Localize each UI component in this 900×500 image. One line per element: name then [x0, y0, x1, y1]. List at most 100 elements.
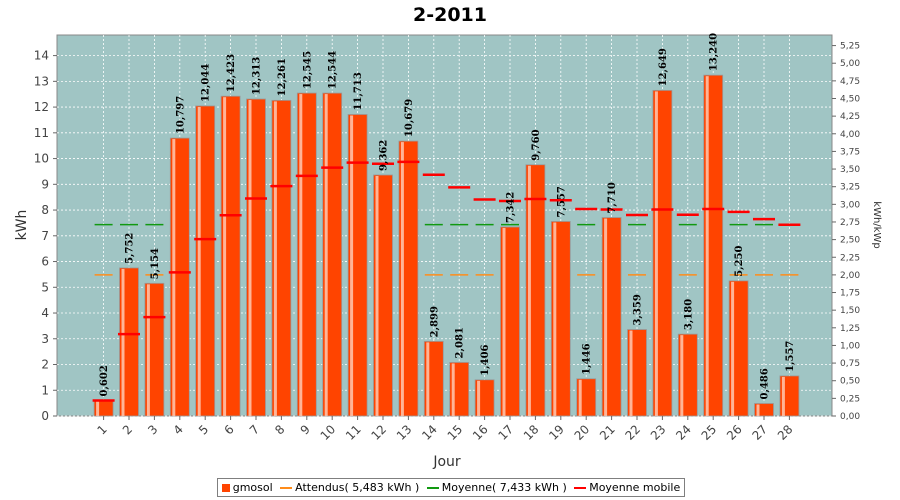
x-tick-label: 13: [394, 422, 415, 443]
y-tick-label: 1: [41, 383, 49, 397]
y-tick-label: 10: [34, 152, 49, 166]
x-tick-label: 27: [749, 422, 770, 443]
y2-axis-ticks: 0,00 0,25 0,50 0,75 1,00 1,25 1,50 1,75 2,00 2,25…: [832, 42, 860, 422]
y2-tick-label: 0,00: [840, 412, 860, 422]
legend-swatch-line: [426, 486, 439, 489]
legend-swatch-bar: [221, 483, 230, 492]
y2-axis-label: kWh/kWp: [871, 201, 882, 248]
data-label: 12,544: [328, 51, 339, 89]
y-tick-label: 11: [34, 126, 49, 140]
data-label: 11,713: [353, 72, 364, 110]
y2-tick-label: 5,00: [840, 59, 860, 69]
bar-highlight: [680, 335, 684, 416]
data-label: 12,649: [658, 48, 669, 86]
x-tick-label: 21: [597, 422, 618, 443]
x-tick-label: 11: [343, 422, 364, 443]
x-tick-label: 18: [521, 422, 542, 443]
bar-highlight: [375, 175, 379, 416]
data-label: 0,486: [760, 368, 771, 399]
x-tick-label: 14: [419, 422, 440, 443]
bar-highlight: [299, 94, 303, 416]
data-label: 2,081: [455, 327, 466, 358]
x-tick-label: 4: [171, 422, 186, 437]
x-tick-label: 5: [196, 422, 211, 437]
bar-highlight: [705, 76, 709, 417]
x-tick-label: 28: [775, 422, 796, 443]
data-label: 10,797: [175, 96, 186, 134]
bar-highlight: [248, 100, 252, 417]
data-label: 12,423: [226, 54, 237, 92]
x-tick-label: 15: [445, 422, 466, 443]
x-tick-label: 6: [221, 422, 236, 437]
y2-tick-label: 3,75: [840, 147, 860, 157]
y2-tick-label: 3,50: [840, 165, 860, 175]
y2-tick-label: 2,00: [840, 271, 860, 281]
y2-tick-label: 1,25: [840, 324, 860, 334]
legend-item-moyenne-mobile: Moyenne mobile: [574, 481, 680, 494]
bar-highlight: [756, 404, 760, 416]
bar-highlight: [273, 101, 277, 416]
legend-swatch-line: [574, 486, 587, 489]
bar-highlight: [654, 91, 658, 416]
bar-highlight: [527, 165, 531, 416]
moving-average-marks: [92, 160, 801, 402]
x-tick-label: 26: [724, 422, 745, 443]
bar-highlight: [781, 376, 785, 416]
x-tick-label: 22: [622, 422, 643, 443]
y-tick-label: 14: [34, 49, 49, 63]
x-tick-label: 17: [495, 422, 516, 443]
data-label: 12,261: [277, 58, 288, 96]
bar-highlight: [96, 401, 100, 416]
bar-highlight: [223, 97, 227, 417]
y2-tick-label: 4,50: [840, 95, 860, 105]
y-tick-label: 13: [34, 74, 49, 88]
legend-swatch-line: [280, 486, 293, 489]
bar-highlight: [502, 227, 506, 416]
bar-highlight: [350, 115, 354, 416]
x-tick-label: 9: [298, 422, 313, 437]
bar-highlight: [197, 106, 201, 417]
data-labels: 0,602 5,752 5,154 10,797 12,044 12,423 12,313 1…: [99, 33, 796, 400]
y2-tick-label: 2,75: [840, 218, 860, 228]
y-tick-label: 5: [41, 280, 49, 294]
data-label: 7,342: [506, 192, 517, 223]
x-tick-label: 19: [546, 422, 567, 443]
data-label: 9,760: [531, 129, 542, 160]
bar-highlight: [451, 363, 455, 416]
data-label: 5,250: [734, 245, 745, 276]
data-label: 12,044: [201, 64, 212, 102]
bar-highlight: [121, 268, 125, 416]
y2-tick-label: 1,00: [840, 341, 860, 351]
y-tick-label: 3: [41, 332, 49, 346]
data-label: 7,557: [556, 186, 567, 217]
bar-highlight: [400, 142, 404, 417]
data-label: 12,545: [302, 51, 313, 89]
data-label: 9,362: [379, 140, 390, 171]
y-tick-label: 9: [41, 177, 49, 191]
x-tick-label: 7: [247, 422, 262, 437]
y2-tick-label: 3,25: [840, 183, 860, 193]
x-tick-label: 12: [368, 422, 389, 443]
x-tick-label: 10: [318, 422, 339, 443]
y2-tick-label: 1,50: [840, 306, 860, 316]
data-label: 1,557: [785, 341, 796, 372]
y2-tick-label: 2,50: [840, 236, 860, 246]
chart-title: 2-2011: [413, 4, 487, 26]
x-tick-label: 25: [699, 422, 720, 443]
legend: gmosol Attendus( 5,483 kWh ) Moyenne( 7,…: [217, 478, 685, 497]
data-label: 13,240: [709, 33, 720, 71]
y2-tick-label: 0,75: [840, 359, 860, 369]
y2-tick-label: 4,00: [840, 130, 860, 140]
bar-highlight: [604, 218, 608, 416]
y2-tick-label: 5,25: [840, 42, 860, 52]
legend-label: Moyenne( 7,433 kWh ): [441, 481, 567, 494]
y2-tick-label: 2,25: [840, 253, 860, 263]
x-tick-label: 16: [470, 422, 491, 443]
y-tick-label: 4: [41, 306, 49, 320]
x-tick-label: 3: [145, 422, 160, 437]
legend-label: Moyenne mobile: [589, 481, 681, 494]
data-label: 5,752: [125, 233, 136, 264]
y2-tick-label: 4,75: [840, 77, 860, 87]
